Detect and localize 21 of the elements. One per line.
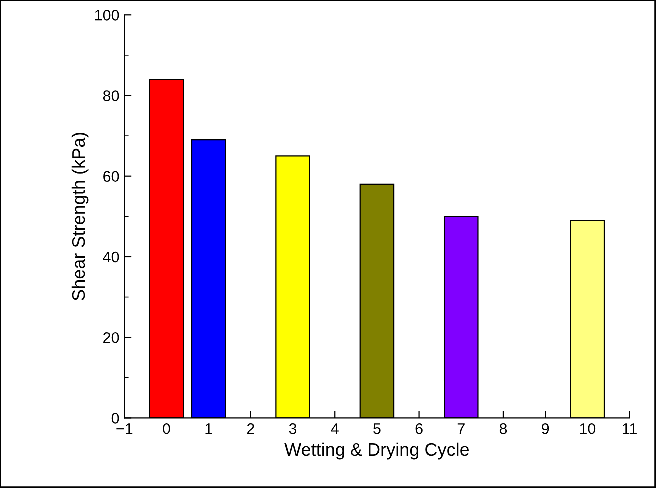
y-tick-label: 20 xyxy=(104,332,120,344)
x-tick-label: 11 xyxy=(622,424,637,434)
x-tick-label: 9 xyxy=(542,423,550,434)
x-tick-label: 10 xyxy=(580,423,596,434)
y-tick-label: 40 xyxy=(103,252,120,263)
y-tick-label: 80 xyxy=(103,90,120,102)
y-axis-title: Shear Strength (kPa) xyxy=(72,132,89,301)
x-tick-label: 5 xyxy=(374,424,381,434)
x-tick-label: −1 xyxy=(116,424,133,434)
y-tick-label: 60 xyxy=(104,171,120,182)
x-axis-title: Wetting & Drying Cycle xyxy=(284,442,470,460)
y-tick-label: 0 xyxy=(112,413,120,424)
y-tick-label: 100 xyxy=(95,10,120,21)
x-tick-label: 8 xyxy=(500,423,508,434)
x-tick-label: 4 xyxy=(331,424,339,434)
x-tick-label: 6 xyxy=(416,423,423,434)
x-tick-label: 3 xyxy=(289,423,297,434)
x-tick-label: 2 xyxy=(247,423,254,434)
x-tick-label: 0 xyxy=(163,423,170,434)
x-tick-label: 7 xyxy=(458,424,465,434)
x-tick-label: 1 xyxy=(206,424,212,434)
